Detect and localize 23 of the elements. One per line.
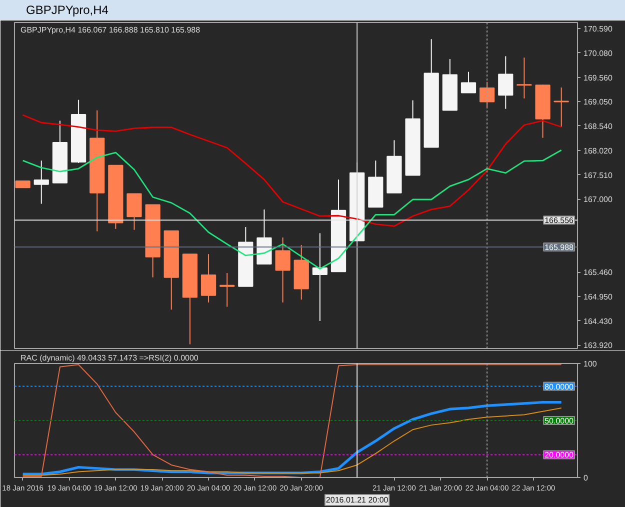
y-tick-label: 165.460 [584,268,613,278]
y-tick-label: 167.510 [584,170,613,180]
y-tick-label: 0 [584,474,588,482]
y-tick-label: 100 [584,360,598,368]
ref-line-label: 80.0000 [544,382,574,392]
ref-line-label: 165.988 [544,243,574,252]
y-tick-label: 168.020 [584,146,613,156]
y-tick-label: 168.540 [584,122,613,131]
y-tick-label: 163.920 [584,341,613,350]
y-tick-label: 164.950 [584,292,613,302]
ref-line-label: 166.556 [544,216,574,226]
y-tick-label: 164.430 [584,316,613,326]
y-tick-label: 170.080 [584,48,613,58]
y-tick-label: 167.000 [584,195,613,204]
y-tick-label: 169.050 [584,98,613,107]
y-tick-label: 170.590 [584,24,613,34]
chart-title: GBPJPYpro,H4 [26,2,108,19]
ref-line-label: 2016.01.21 20:00 [326,496,389,504]
chart-title: RAC (dynamic) 49.0433 57.1473 =>RSI(2) 0.0000 [20,354,199,362]
chart-subtitle: GBPJPYpro,H4 166.067 166.888 165.810 165.988 [20,26,201,34]
ref-line-label: 20.0000 [544,450,574,460]
y-tick-label: 169.560 [584,74,613,83]
ref-line-label: 50.0000 [544,416,574,426]
